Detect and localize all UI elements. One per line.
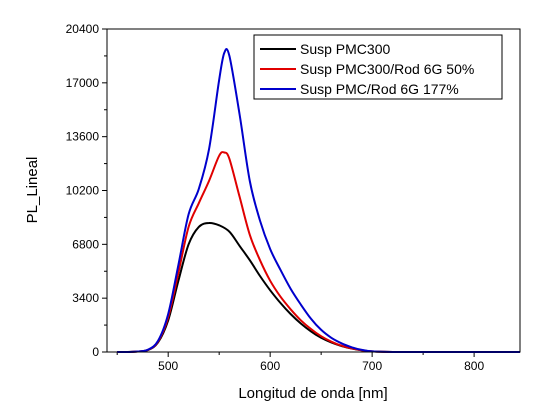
y-tick-label: 13600	[66, 130, 100, 144]
x-axis-title: Longitud de onda [nm]	[238, 385, 387, 402]
legend: Susp PMC300 Susp PMC300/Rod 6G 50% Susp PM…	[253, 34, 503, 100]
y-tick-label: 10200	[66, 184, 100, 198]
legend-label: Susp PMC300/Rod 6G 50%	[300, 61, 474, 77]
axis-ticks: 500 600 700 800 0 3400 6800 10200 13600 17000 2040…	[66, 22, 485, 373]
y-tick-label: 20400	[66, 22, 100, 36]
x-tick-label: 700	[362, 359, 382, 373]
y-axis-title: PL_Lineal	[24, 157, 41, 224]
series-lines	[117, 47, 520, 353]
legend-label: Susp PMC300	[300, 41, 390, 57]
y-tick-label: 17000	[66, 76, 100, 90]
plot-frame	[106, 28, 521, 353]
series-line-3	[117, 47, 520, 353]
series-line-1	[117, 221, 520, 353]
x-tick-label: 600	[260, 359, 280, 373]
y-tick-label: 6800	[72, 237, 99, 251]
legend-label: Susp PMC/Rod 6G 177%	[300, 81, 459, 97]
y-tick-label: 0	[92, 345, 99, 359]
y-tick-label: 3400	[72, 291, 99, 305]
x-tick-label: 500	[158, 359, 178, 373]
series-line-2	[117, 151, 520, 353]
x-tick-label: 800	[464, 359, 484, 373]
